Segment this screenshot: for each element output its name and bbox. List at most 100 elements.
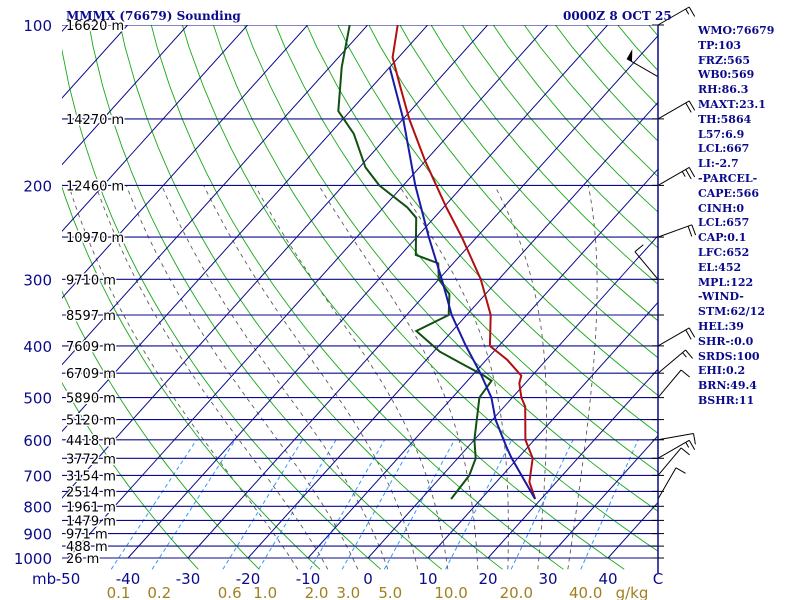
temperature-tick-label: 30 xyxy=(538,570,557,588)
height-label: 5890 m xyxy=(66,392,116,407)
temperature-tick-label: 40 xyxy=(598,570,617,588)
pressure-tick-label: 800 xyxy=(23,498,52,516)
wind-barb-shaft xyxy=(657,447,682,476)
index-line: MPL:122 xyxy=(698,275,754,289)
wind-barb xyxy=(626,49,659,78)
index-line: CAPE:566 xyxy=(698,186,759,200)
wind-barb-feather xyxy=(688,327,696,338)
index-line: -PARCEL- xyxy=(698,171,758,185)
temperature-tick-label: -20 xyxy=(236,570,261,588)
station-title: MMMX (76679) Sounding xyxy=(66,9,241,23)
index-line: LFC:652 xyxy=(698,245,750,259)
mixing-ratio-tick-label: 10.0 xyxy=(434,584,467,600)
wind-barb xyxy=(657,349,693,374)
wind-barb xyxy=(657,224,697,238)
index-line: CINH:0 xyxy=(698,201,745,215)
isotherm-line xyxy=(62,25,129,99)
wind-barb-feather xyxy=(634,244,644,253)
wind-barb-half-feather xyxy=(685,442,690,448)
wind-barb-pennant xyxy=(626,49,633,62)
index-line: LI:-2.7 xyxy=(698,157,739,171)
wind-barb-shaft xyxy=(657,467,677,500)
index-line: SRDS:100 xyxy=(698,349,760,363)
mixing-ratio-tick-label: 0.6 xyxy=(218,584,242,600)
height-label: 971 m xyxy=(66,528,108,543)
pressure-tick-label: 100 xyxy=(23,17,52,35)
pressure-tick-label: 700 xyxy=(23,467,52,485)
parcel-line xyxy=(388,66,536,500)
wind-barb xyxy=(657,439,696,459)
index-line: L57:6.9 xyxy=(698,127,745,141)
wind-barb-feather xyxy=(693,433,696,445)
index-line: BRN:49.4 xyxy=(698,379,757,393)
wind-barb xyxy=(657,467,686,500)
mixing-ratio-line xyxy=(383,439,455,570)
height-label: 8597 m xyxy=(66,309,116,324)
stability-indices-panel: WMO:76679 TP:103 FRZ:565 WB0:569 RH:86.3 MAXT… xyxy=(698,24,798,409)
mixing-ratio-line xyxy=(341,439,416,570)
pressure-tick-label: 500 xyxy=(23,390,52,408)
wind-barb-feather xyxy=(688,167,696,178)
pressure-tick-label: 200 xyxy=(23,177,52,195)
mixing-ratio-line xyxy=(510,439,574,570)
isotherm-line xyxy=(427,301,658,559)
temperature-tick-label: -40 xyxy=(116,570,141,588)
index-line: TH:5864 xyxy=(698,112,752,126)
wind-barb-shaft xyxy=(657,166,690,186)
index-line: WMO:76679 xyxy=(698,24,775,37)
wind-barb xyxy=(657,327,696,347)
moist-adiabat xyxy=(203,185,419,570)
height-label: 12460 m xyxy=(66,179,124,194)
height-label: 488 m xyxy=(66,540,108,555)
isotherm-line xyxy=(62,25,189,166)
isotherm-line xyxy=(62,25,249,233)
mixing-ratio-tick-label: 5.0 xyxy=(378,584,402,600)
wind-barb xyxy=(657,433,696,445)
wind-barb xyxy=(634,244,659,280)
wind-barb xyxy=(657,447,690,476)
mixing-ratio-tick-label: 0.1 xyxy=(107,584,131,600)
moist-adiabat xyxy=(494,185,547,570)
pressure-tick-label: 1000 xyxy=(14,550,52,568)
dewpoint-line xyxy=(337,25,493,500)
mixing-ratio-tick-label: 2.0 xyxy=(305,584,329,600)
index-line: CAP:0.1 xyxy=(698,231,747,245)
index-line: BSHR:11 xyxy=(698,393,755,407)
wind-barb-feather xyxy=(687,226,693,237)
wind-barb-feather xyxy=(685,102,692,113)
height-label: 26 m xyxy=(66,552,99,567)
wind-barb-shaft xyxy=(634,251,659,280)
index-line: TP:103 xyxy=(698,38,742,52)
wind-barb-shaft xyxy=(657,349,686,374)
temperature-tick-label: -50 xyxy=(56,570,81,588)
moist-adiabat xyxy=(254,185,449,570)
temperature-tick-label: -10 xyxy=(296,570,321,588)
index-line: FRZ:565 xyxy=(698,53,751,67)
height-label: 10970 m xyxy=(66,231,124,246)
index-line: SHR-:0.0 xyxy=(698,334,754,348)
height-label: 14270 m xyxy=(66,113,124,128)
dry-adiabat xyxy=(62,290,260,570)
wind-barb-shaft xyxy=(657,439,690,459)
height-label: 7609 m xyxy=(66,340,116,355)
height-label: 2514 m xyxy=(66,485,116,500)
index-line: LCL:667 xyxy=(698,142,750,156)
wind-barb-feather xyxy=(680,369,690,378)
temperature-tick-label: 20 xyxy=(478,570,497,588)
wind-barb-shaft xyxy=(657,369,682,398)
wind-barb-shaft xyxy=(657,224,692,238)
moist-adiabat xyxy=(95,185,329,570)
mixing-ratio-line xyxy=(110,439,198,570)
height-label: 6709 m xyxy=(66,367,116,382)
index-line: LCL:657 xyxy=(698,216,750,230)
wind-barb-feather xyxy=(688,100,696,111)
pressure-tick-label: 600 xyxy=(23,432,52,450)
mixing-ratio-tick-label: 20.0 xyxy=(500,584,533,600)
height-label: 1479 m xyxy=(66,514,116,529)
index-line: RH:86.3 xyxy=(698,83,749,97)
index-line: MAXT:23.1 xyxy=(698,97,766,111)
isotherm-line xyxy=(547,435,658,559)
index-line: STM:62/12 xyxy=(698,305,765,319)
pressure-tick-label: 900 xyxy=(23,526,52,544)
